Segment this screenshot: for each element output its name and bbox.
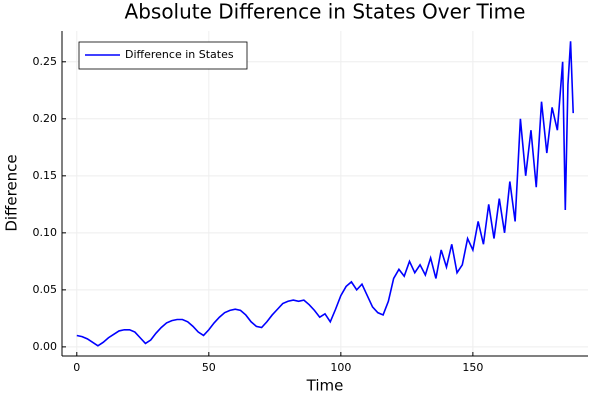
- x-tick-label: 0: [73, 361, 80, 374]
- legend-label: Difference in States: [125, 48, 234, 61]
- x-tick-label: 50: [202, 361, 216, 374]
- y-tick-label: 0.10: [33, 226, 58, 239]
- y-tick-label: 0.00: [33, 340, 58, 353]
- data-line: [76, 41, 575, 347]
- y-tick-label: 0.25: [33, 55, 58, 68]
- x-tick-label: 150: [462, 361, 483, 374]
- x-tick-label: 100: [330, 361, 351, 374]
- y-tick-label: 0.15: [33, 169, 58, 182]
- chart-title: Absolute Difference in States Over Time: [125, 0, 526, 24]
- x-axis-label: Time: [306, 377, 344, 395]
- y-tick-label: 0.05: [33, 283, 58, 296]
- y-axis-label: Difference: [3, 154, 21, 231]
- legend: Difference in States: [78, 41, 248, 70]
- y-tick-label: 0.20: [33, 112, 58, 125]
